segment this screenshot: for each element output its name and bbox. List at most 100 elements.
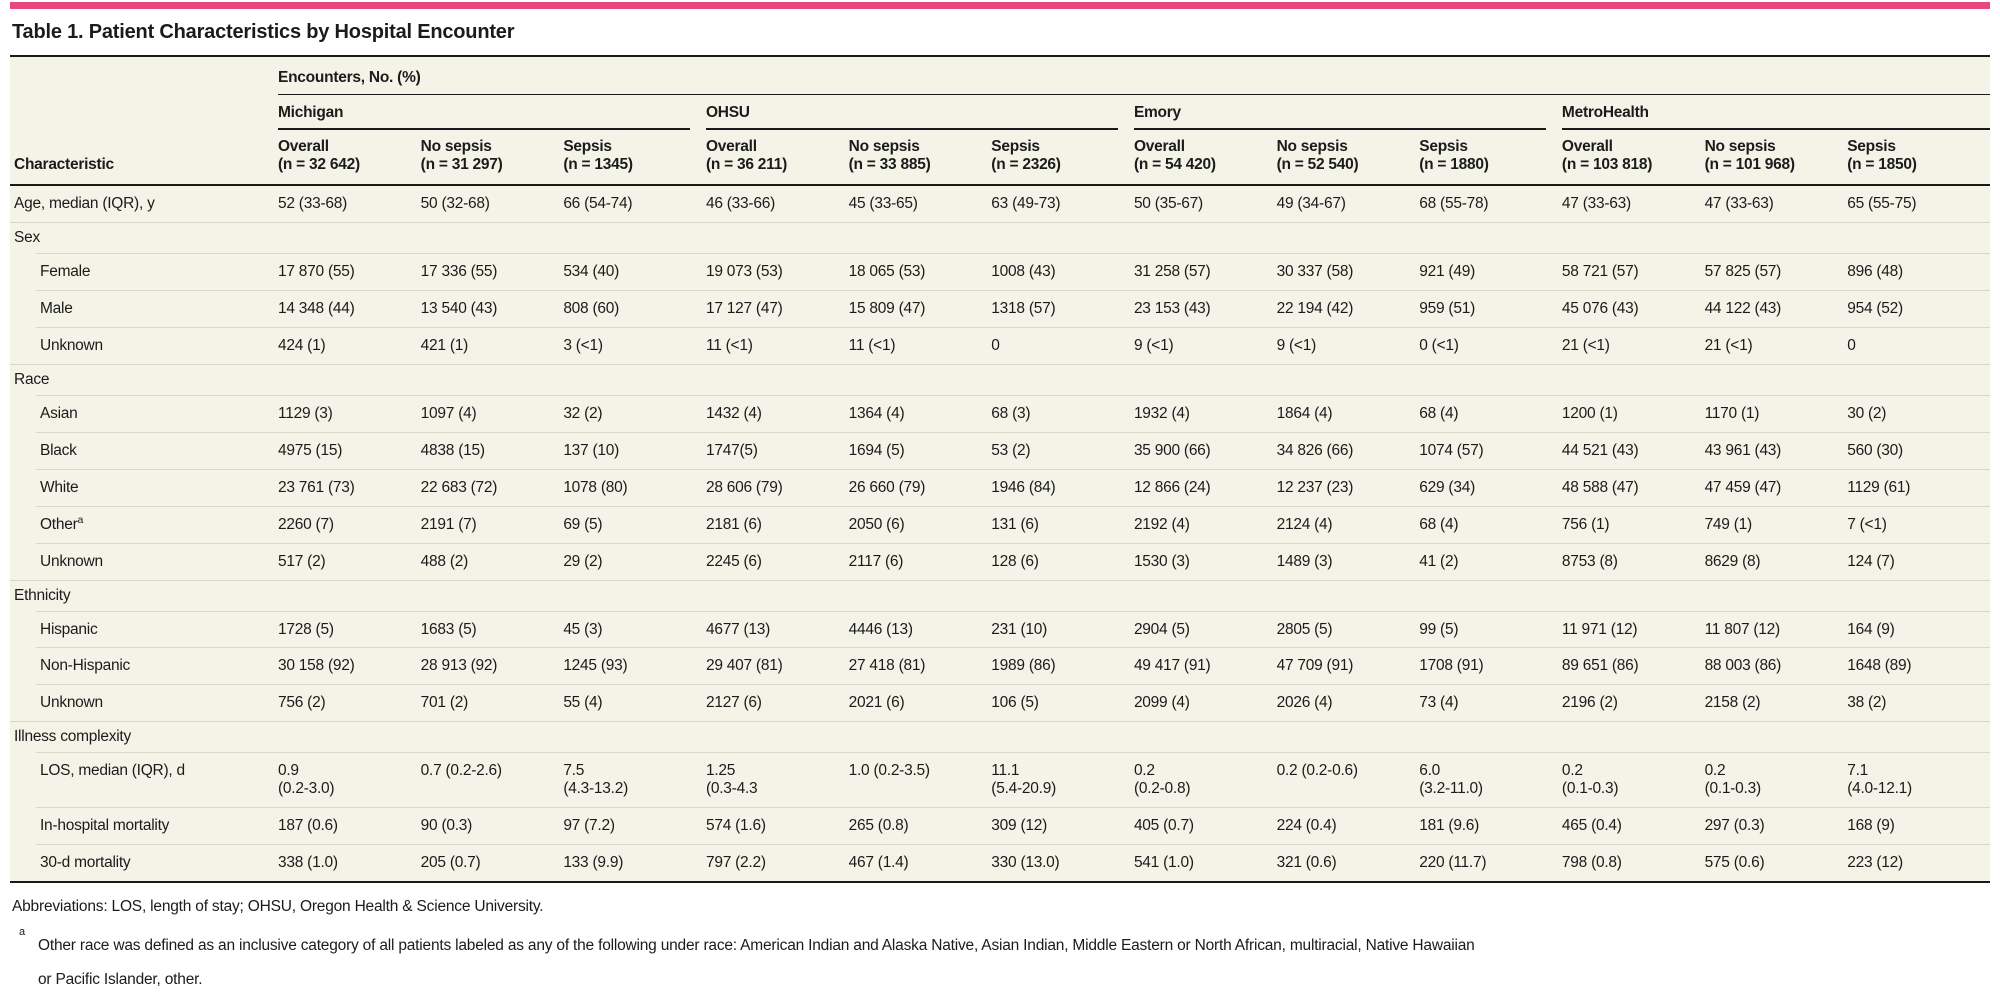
hospital-header-michigan: Michigan <box>278 95 706 130</box>
col-header-metrohealth-overall: Overall (n = 103 818) <box>1561 130 1705 186</box>
col-n: (n = 1345) <box>563 155 633 173</box>
table-cell: 31 258 (57) <box>1133 252 1277 290</box>
table-cell: 1932 (4) <box>1133 394 1277 432</box>
table-cell: 30 (2) <box>1847 394 1990 432</box>
table-cell: 749 (1) <box>1704 505 1848 543</box>
col-header-emory-overall: Overall (n = 54 420) <box>1133 130 1277 186</box>
section-label: Ethnicity <box>10 579 1990 611</box>
table-cell: 9 (<1) <box>1133 326 1277 364</box>
table-cell: 321 (0.6) <box>1276 844 1420 881</box>
col-n: (n = 52 540) <box>1276 155 1359 173</box>
table-cell: 0.2 (0.2-0.8) <box>1133 752 1277 807</box>
table-cell: 2117 (6) <box>848 542 992 580</box>
col-n: (n = 2326) <box>991 155 1061 173</box>
table-row: White 23 761 (73) 22 683 (72) 1078 (80) 28 6… <box>10 468 1990 506</box>
table-cell: 798 (0.8) <box>1561 844 1705 881</box>
col-label: Sepsis <box>1847 137 1896 155</box>
table-cell: 0.9 (0.2-3.0) <box>278 752 421 807</box>
table-cell: 405 (0.7) <box>1133 807 1277 844</box>
table-cell: 1864 (4) <box>1276 394 1420 432</box>
col-label: No sepsis <box>1276 137 1348 155</box>
table-cell: 106 (5) <box>991 684 1134 721</box>
section-row: Illness complexity <box>10 721 1990 752</box>
table-cell: 69 (5) <box>563 505 706 543</box>
table-cell: 1989 (86) <box>991 647 1134 684</box>
table-cell: 57 825 (57) <box>1704 252 1848 290</box>
footnote-a: a Other race was defined as an inclusive… <box>19 926 1475 988</box>
table-cell: 297 (0.3) <box>1704 807 1848 844</box>
table-cell: 47 459 (47) <box>1704 468 1848 506</box>
table-cell: 1.25 (0.3-4.3 <box>705 752 849 807</box>
col-n: (n = 103 818) <box>1561 155 1653 173</box>
col-n: (n = 54 420) <box>1133 155 1216 173</box>
table-row: Unknown 424 (1) 421 (1) 3 (<1) 11 (<1) 11 (<1… <box>10 326 1990 364</box>
hospital-header-row: Michigan OHSU Emory MetroHealth <box>10 95 1991 130</box>
table-row: Unknown 756 (2) 701 (2) 55 (4) 2127 (6) 2021 … <box>10 684 1990 721</box>
table-cell: 465 (0.4) <box>1561 807 1705 844</box>
table-cell: 45 (3) <box>563 610 706 648</box>
table-cell: 124 (7) <box>1847 542 1990 580</box>
table-cell: 205 (0.7) <box>420 844 564 881</box>
table-cell: 44 521 (43) <box>1561 431 1705 469</box>
table-cell: 1129 (3) <box>278 394 421 432</box>
table-cell: 0.2 (0.2-0.6) <box>1276 752 1420 807</box>
table-cell: 2158 (2) <box>1704 684 1848 721</box>
table-cell: 21 (<1) <box>1561 326 1705 364</box>
table-cell: 921 (49) <box>1419 252 1562 290</box>
col-label: Overall <box>278 137 329 155</box>
section-label: Sex <box>10 221 1990 253</box>
table-cell: 43 961 (43) <box>1704 431 1848 469</box>
table-cell: 4446 (13) <box>848 610 992 648</box>
col-header-michigan-sepsis: Sepsis (n = 1345) <box>563 130 706 186</box>
table-cell: 11 971 (12) <box>1561 610 1705 648</box>
table-row: Black 4975 (15) 4838 (15) 137 (10) 1747(5) 16… <box>10 431 1990 469</box>
table-cell: 1683 (5) <box>420 610 564 648</box>
table-cell: 164 (9) <box>1847 610 1990 648</box>
row-label: White <box>10 468 278 506</box>
table-row: Hispanic 1728 (5) 1683 (5) 45 (3) 4677 (13) 4… <box>10 610 1990 648</box>
table-cell: 1008 (43) <box>991 252 1134 290</box>
section-row: Ethnicity <box>10 579 1990 611</box>
table-cell: 45 (33-65) <box>848 194 918 212</box>
row-label: Black <box>10 431 278 469</box>
table-cell: 424 (1) <box>278 326 421 364</box>
table-cell: 1318 (57) <box>991 289 1134 327</box>
table-cell: 168 (9) <box>1847 807 1990 844</box>
table-cell: 488 (2) <box>420 542 564 580</box>
hospital-header-metrohealth: MetroHealth <box>1561 95 1991 130</box>
table-cell: 220 (11.7) <box>1419 844 1562 881</box>
table-cell: 2191 (7) <box>420 505 564 543</box>
table-cell: 21 (<1) <box>1704 326 1848 364</box>
table-cell: 1364 (4) <box>848 394 992 432</box>
table-body: Age, median (IQR), y 52 (33-68) 50 (32-68)… <box>10 186 1990 881</box>
table-cell: 223 (12) <box>1847 844 1990 881</box>
table-cell: 44 122 (43) <box>1704 289 1848 327</box>
empty-header-cell <box>10 57 278 95</box>
table-cell: 1432 (4) <box>705 394 849 432</box>
characteristic-header: Characteristic <box>10 130 278 186</box>
col-header-ohsu-overall: Overall (n = 36 211) <box>705 130 849 186</box>
table-cell: 4677 (13) <box>705 610 849 648</box>
col-n: (n = 32 642) <box>278 155 360 173</box>
table-cell: 330 (13.0) <box>991 844 1134 881</box>
table-cell: 27 418 (81) <box>848 647 992 684</box>
row-label: 30-d mortality <box>10 844 278 881</box>
table-cell: 0.2 (0.1-0.3) <box>1561 752 1705 807</box>
col-n: (n = 1850) <box>1847 155 1917 173</box>
section-row: Race <box>10 363 1990 395</box>
table-cell: 701 (2) <box>420 684 564 721</box>
table-cell: 53 (2) <box>991 431 1134 469</box>
table-cell: 89 651 (86) <box>1561 647 1705 684</box>
col-n: (n = 33 885) <box>848 155 931 173</box>
col-label: Sepsis <box>991 137 1040 155</box>
col-label: Sepsis <box>1419 137 1468 155</box>
table-cell: 34 826 (66) <box>1276 431 1420 469</box>
table-cell: 7.5 (4.3-13.2) <box>563 752 706 807</box>
col-n: (n = 1880) <box>1419 155 1489 173</box>
table-cell: 574 (1.6) <box>705 807 849 844</box>
table-row: Unknown 517 (2) 488 (2) 29 (2) 2245 (6) 2117 … <box>10 542 1990 580</box>
table-cell: 0 (<1) <box>1419 326 1562 364</box>
table-cell: 66 (54-74) <box>563 194 633 212</box>
row-label: Unknown <box>10 542 278 580</box>
table-cell: 1648 (89) <box>1847 647 1990 684</box>
